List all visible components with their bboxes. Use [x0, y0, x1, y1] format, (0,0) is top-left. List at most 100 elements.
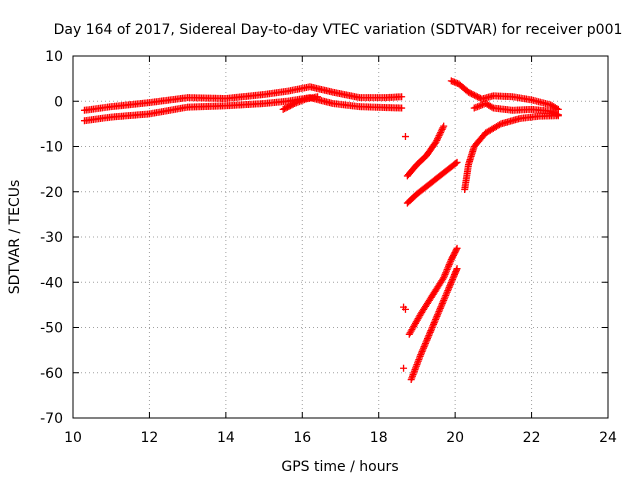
series-track-c [405, 244, 461, 338]
data-point [442, 267, 450, 275]
data-point [452, 246, 460, 254]
data-point [429, 322, 437, 330]
data-point [417, 351, 425, 359]
data-point [443, 288, 451, 296]
x-tick-label: 20 [446, 430, 464, 446]
series-band-main-upper [80, 83, 406, 114]
y-tick-label: -10 [40, 140, 63, 156]
data-point [447, 257, 455, 265]
x-tick-label: 10 [64, 430, 82, 446]
data-point [447, 279, 455, 287]
data-point [439, 124, 447, 132]
data-point [442, 292, 450, 300]
data-point [445, 261, 453, 269]
x-tick-label: 22 [523, 430, 541, 446]
data-point [430, 320, 438, 328]
data-point [423, 335, 431, 343]
y-axis-label: SDTVAR / TECUs [7, 180, 23, 295]
data-point [547, 107, 555, 115]
data-point [425, 331, 433, 339]
data-point [440, 272, 448, 280]
data-point [421, 341, 429, 349]
series-isolated [400, 133, 409, 372]
x-axis-label: GPS time / hours [281, 459, 398, 475]
data-point [444, 287, 452, 295]
data-point [453, 265, 461, 273]
data-point [448, 277, 456, 285]
x-tick-label: 24 [599, 430, 617, 446]
series-cluster-top [447, 77, 562, 113]
y-tick-label: -30 [40, 230, 63, 246]
data-point [442, 290, 450, 298]
data-point [422, 338, 430, 346]
data-point [433, 312, 441, 320]
x-tick-label: 14 [217, 430, 235, 446]
data-point [495, 121, 503, 129]
data-point [436, 130, 444, 138]
axis-ticks: 10 12 14 16 18 20 22 24 10 0 -10 -20 -30 -40 -50 -60 -70 [40, 49, 617, 446]
data-point [434, 133, 442, 141]
data-point [428, 324, 436, 331]
data-point [426, 328, 434, 336]
data-point [420, 343, 428, 351]
data-point [436, 306, 444, 314]
data-point [453, 244, 461, 252]
data-point [550, 109, 558, 117]
y-tick-label: -40 [40, 275, 63, 291]
data-points [80, 77, 562, 384]
series-track-a [403, 122, 448, 180]
data-point [453, 158, 461, 166]
data-point [438, 125, 446, 133]
chart-title: Day 164 of 2017, Sidereal Day-to-day VTE… [54, 22, 623, 38]
data-point [398, 93, 406, 101]
x-tick-label: 16 [293, 430, 311, 446]
data-point [426, 330, 434, 338]
data-point [431, 317, 439, 325]
data-point [488, 103, 496, 111]
y-tick-label: -60 [40, 366, 63, 382]
data-point [421, 339, 429, 347]
data-point [430, 319, 438, 327]
series-band-main-lower [80, 94, 406, 125]
series-recovery [461, 112, 562, 193]
data-point [435, 132, 443, 140]
data-point [554, 111, 562, 119]
data-point [443, 265, 451, 273]
x-tick-label: 12 [141, 430, 159, 446]
data-point [432, 316, 440, 324]
series-cluster-bottom [470, 100, 562, 119]
data-point [452, 159, 460, 167]
data-point [439, 275, 447, 283]
data-point [424, 333, 432, 341]
data-point [432, 138, 440, 146]
data-point [437, 127, 445, 135]
data-point [400, 364, 408, 372]
data-point [314, 93, 322, 101]
data-point [401, 133, 409, 141]
data-point [398, 104, 406, 112]
data-point [449, 275, 457, 283]
data-point [419, 344, 427, 352]
data-point [419, 346, 427, 354]
data-point [437, 128, 445, 136]
data-point [440, 295, 448, 303]
data-point [440, 122, 448, 130]
data-point [434, 311, 442, 319]
data-point [417, 349, 425, 357]
data-point [400, 303, 408, 311]
data-point [444, 264, 452, 272]
data-point [428, 325, 436, 333]
y-tick-label: -70 [40, 411, 63, 427]
data-point [440, 274, 448, 282]
data-point [433, 136, 441, 144]
data-point [441, 293, 449, 301]
data-point [442, 269, 450, 277]
x-tick-label: 18 [370, 430, 388, 446]
data-point [432, 314, 440, 322]
data-point [423, 336, 431, 344]
data-point [438, 301, 446, 309]
data-point [434, 135, 442, 143]
y-tick-label: 0 [54, 94, 63, 110]
series-track-d [407, 265, 461, 384]
